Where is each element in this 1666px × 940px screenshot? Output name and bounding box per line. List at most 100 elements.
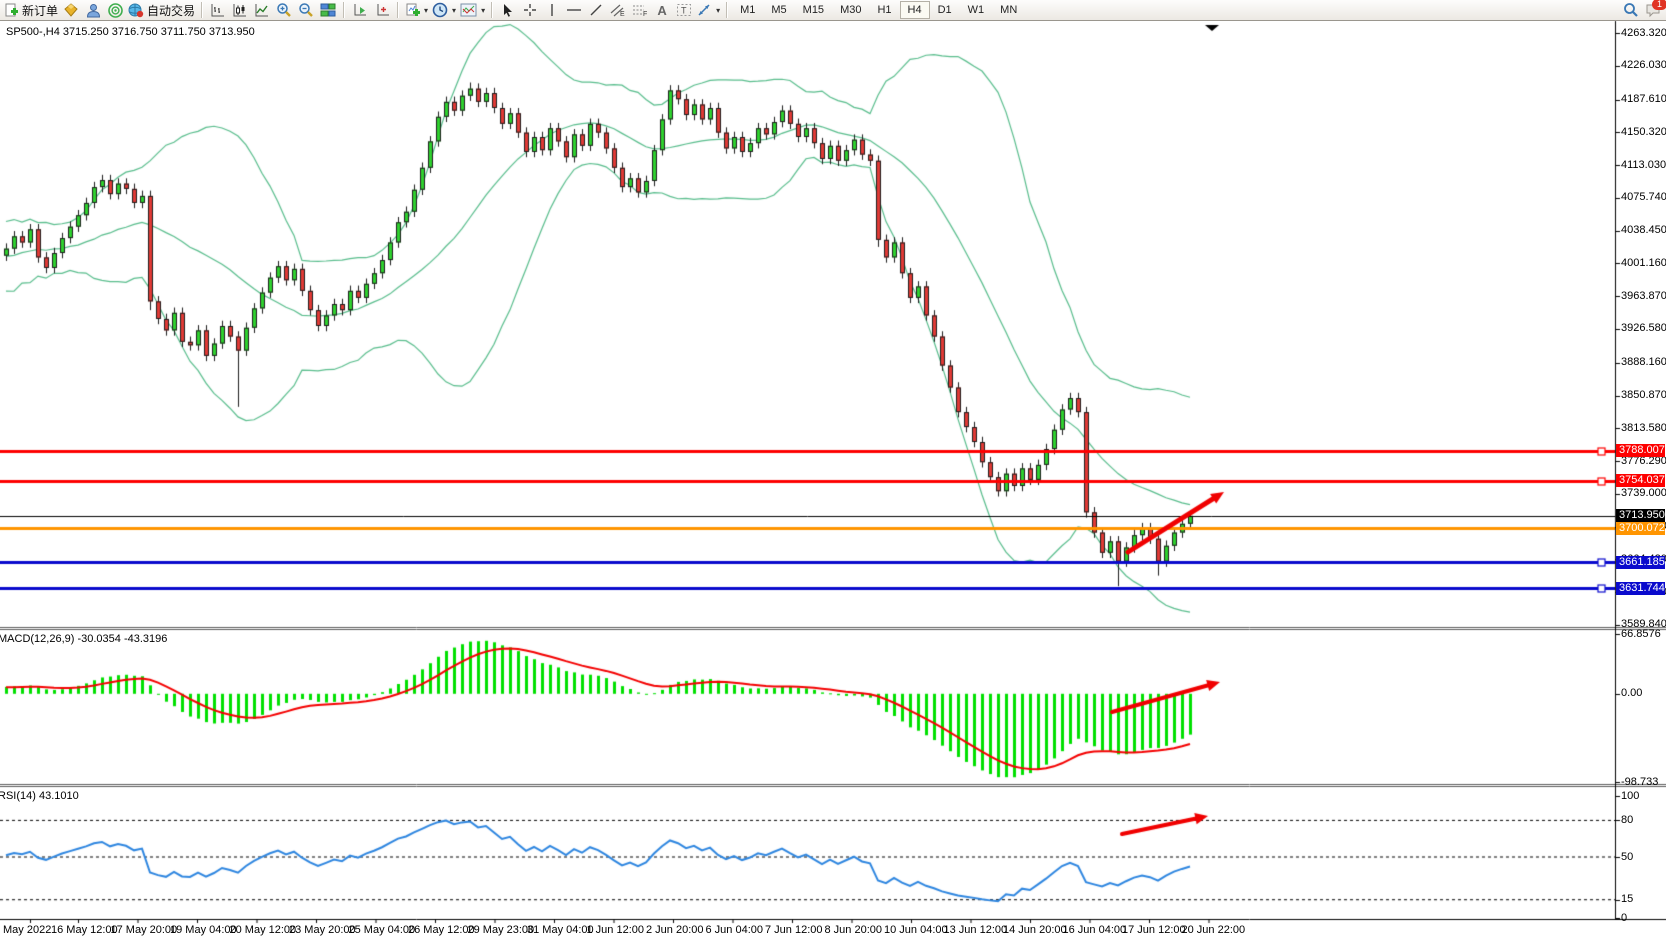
market-button[interactable]: [60, 1, 82, 20]
macd-axis-tick: 0.00: [1621, 687, 1643, 700]
time-axis-label: 8 Jun 20:00: [824, 924, 883, 936]
cursor-button[interactable]: [497, 1, 519, 20]
tile-windows-button[interactable]: [317, 1, 339, 20]
dropdown-caret: ▾: [481, 5, 486, 15]
globe-icon: [128, 3, 144, 17]
bar-chart-button[interactable]: [207, 1, 229, 20]
timeframe-button-M1[interactable]: M1: [732, 1, 763, 19]
notifications-button[interactable]: 1: [1642, 0, 1666, 20]
timeframe-button-MN[interactable]: MN: [992, 1, 1025, 19]
price-axis-tick: 4113.030: [1621, 158, 1666, 171]
search-button[interactable]: [1620, 1, 1642, 20]
price-level-tag[interactable]: 3631.744: [1616, 581, 1665, 595]
price-level-tag[interactable]: 3713.950: [1616, 509, 1665, 523]
vertical-line-button[interactable]: [541, 1, 563, 20]
time-axis-label: 10 Jun 04:00: [884, 924, 948, 936]
gold-icon: [64, 3, 78, 17]
label-button[interactable]: T: [673, 1, 695, 20]
toolbar-separator: [397, 2, 400, 18]
dropdown-caret: ▾: [452, 5, 457, 15]
chart-shift-icon: [377, 4, 390, 16]
price-level-tag[interactable]: 3661.185: [1616, 555, 1665, 569]
time-axis-label: 31 May 04:00: [527, 924, 594, 936]
macd-axis-tick: 66.8576: [1621, 627, 1661, 640]
auto-scroll-button[interactable]: [349, 1, 371, 20]
rsi-axis-tick: 100: [1621, 789, 1640, 802]
price-level-tag[interactable]: 3754.037: [1616, 474, 1665, 488]
new-order-button[interactable]: 新订单: [2, 1, 60, 20]
indicators-button[interactable]: ▾: [458, 1, 487, 20]
time-axis-label: 7 Jun 12:00: [765, 924, 823, 936]
time-axis-label: 26 May 12:00: [408, 924, 475, 936]
timeframe-button-D1[interactable]: D1: [930, 1, 960, 19]
timeframe-button-M15[interactable]: M15: [795, 1, 832, 19]
price-axis-tick: 4075.740: [1621, 191, 1666, 204]
zoom-out-icon: [299, 3, 313, 17]
indicators-icon: [460, 3, 477, 17]
vertical-line-icon: [551, 4, 553, 16]
new-chart-button[interactable]: ▾: [403, 1, 430, 20]
svg-text:E: E: [620, 11, 625, 17]
arrows-button[interactable]: ▾: [695, 1, 722, 20]
timeframe-button-H1[interactable]: H1: [869, 1, 899, 19]
channel-icon: E: [610, 4, 625, 17]
chart-title: SP500-,H4 3715.250 3716.750 3711.750 371…: [6, 26, 255, 38]
fibonacci-icon: F: [633, 5, 647, 17]
auto-trading-button[interactable]: 自动交易: [126, 1, 197, 20]
svg-text:T: T: [681, 6, 687, 16]
zoom-in-icon: [277, 3, 291, 17]
equidistant-channel-button[interactable]: E: [607, 1, 629, 20]
trendline-icon: [590, 4, 602, 16]
price-axis-tick: 3963.870: [1621, 289, 1666, 302]
svg-text:F: F: [643, 11, 647, 17]
cursor-icon: [504, 4, 513, 17]
dropdown-caret: ▾: [424, 5, 429, 15]
rsi-axis-tick: 15: [1621, 893, 1634, 906]
time-axis-label: May 2022: [3, 924, 52, 936]
macd-indicator-label: MACD(12,26,9) -30.0354 -43.3196: [0, 633, 168, 645]
price-axis-tick: 3888.160: [1621, 356, 1666, 369]
line-chart-button[interactable]: [251, 1, 273, 20]
time-axis-label: 14 Jun 20:00: [1003, 924, 1067, 936]
clock-icon: [432, 2, 448, 18]
time-axis-label: 20 May 12:00: [229, 924, 297, 936]
person-icon: [86, 3, 100, 17]
profile-button[interactable]: [82, 1, 104, 20]
zoom-out-button[interactable]: [295, 1, 317, 20]
price-axis-tick: 3776.290: [1621, 454, 1666, 467]
chart-shift-button[interactable]: [371, 1, 393, 20]
time-axis-label: 2 Jun 20:00: [646, 924, 704, 936]
time-axis-label: 17 Jun 12:00: [1122, 924, 1186, 936]
crosshair-button[interactable]: [519, 1, 541, 20]
search-icon: [1624, 3, 1638, 17]
timeframe-button-M30[interactable]: M30: [832, 1, 869, 19]
line-chart-icon: [255, 4, 269, 17]
price-level-tag[interactable]: 3700.072: [1616, 521, 1665, 535]
price-level-tag[interactable]: 3788.007: [1616, 444, 1665, 458]
time-axis-label: 20 Jun 22:00: [1181, 924, 1246, 936]
text-icon: A: [657, 2, 667, 18]
horizontal-line-button[interactable]: [563, 1, 585, 20]
price-axis-tick: 3813.580: [1621, 421, 1666, 434]
periods-button[interactable]: ▾: [430, 1, 458, 20]
price-axis-tick: 4150.320: [1621, 125, 1666, 138]
rsi-axis-tick: 50: [1621, 850, 1634, 863]
text-button[interactable]: A: [651, 1, 673, 20]
dropdown-caret: ▾: [716, 5, 721, 15]
time-axis-label: 25 May 04:00: [348, 924, 416, 936]
signals-button[interactable]: [104, 1, 126, 20]
zoom-in-button[interactable]: [273, 1, 295, 20]
price-axis-tick: 3589.840: [1621, 618, 1666, 631]
auto-scroll-icon: [354, 4, 367, 16]
toolbar-separator: [491, 2, 494, 18]
auto-trading-label: 自动交易: [147, 3, 196, 18]
timeframe-button-W1[interactable]: W1: [960, 1, 993, 19]
candlestick-chart-button[interactable]: [229, 1, 251, 20]
timeframe-button-M5[interactable]: M5: [763, 1, 794, 19]
timeframe-button-H4[interactable]: H4: [899, 1, 930, 19]
fibonacci-button[interactable]: F: [629, 1, 651, 20]
trendline-button[interactable]: [585, 1, 607, 20]
arrows-icon: [698, 4, 710, 16]
bar-chart-icon: [211, 4, 225, 17]
